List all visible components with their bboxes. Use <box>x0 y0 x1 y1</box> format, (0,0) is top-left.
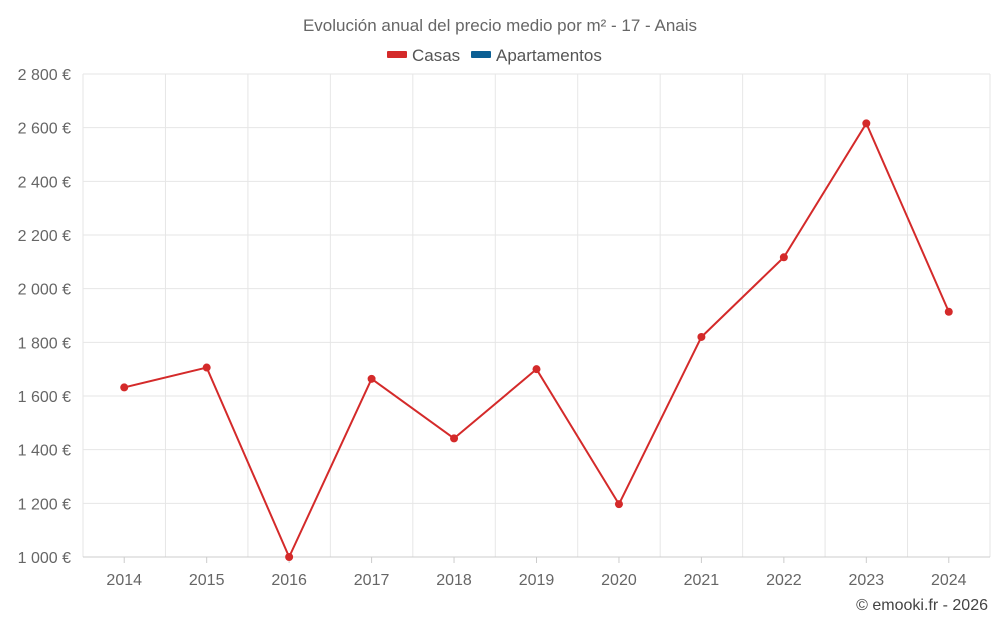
x-tick-label: 2017 <box>354 572 390 589</box>
data-point-casas-2017[interactable] <box>367 374 376 383</box>
x-tick-label: 2022 <box>766 572 802 589</box>
legend-swatch-casas <box>387 51 407 58</box>
data-point-casas-2024[interactable] <box>944 307 953 316</box>
y-tick-label: 1 400 € <box>18 443 71 460</box>
y-tick-label: 1 600 € <box>18 389 71 406</box>
series-casas <box>120 119 953 561</box>
x-tick-label: 2016 <box>271 572 307 589</box>
credit-text: © emooki.fr - 2026 <box>856 597 988 614</box>
data-point-casas-2023[interactable] <box>862 119 871 128</box>
grid <box>82 73 991 558</box>
y-tick-label: 2 800 € <box>18 67 71 84</box>
y-tick-label: 2 600 € <box>18 121 71 138</box>
chart-title: Evolución anual del precio medio por m² … <box>303 16 697 35</box>
x-axis: 2014 2015 2016 2017 2018 2019 2020 2021 2022 2023… <box>83 556 990 589</box>
legend-label-apartamentos: Apartamentos <box>496 46 602 65</box>
x-tick-label: 2024 <box>931 572 967 589</box>
data-point-casas-2019[interactable] <box>532 365 541 374</box>
data-point-casas-2015[interactable] <box>202 363 211 372</box>
x-tick-label: 2023 <box>849 572 885 589</box>
legend-item-casas[interactable]: Casas <box>387 46 460 65</box>
legend: Casas Apartamentos <box>387 46 602 65</box>
data-point-casas-2022[interactable] <box>779 253 788 262</box>
x-tick-label: 2019 <box>519 572 555 589</box>
data-point-casas-2014[interactable] <box>120 383 129 392</box>
legend-item-apartamentos[interactable]: Apartamentos <box>471 46 602 65</box>
legend-swatch-apartamentos <box>471 51 491 58</box>
y-tick-label: 2 400 € <box>18 174 71 191</box>
x-tick-label: 2015 <box>189 572 225 589</box>
x-tick-label: 2021 <box>684 572 720 589</box>
x-tick-label: 2014 <box>106 572 142 589</box>
data-point-casas-2018[interactable] <box>450 434 459 443</box>
x-tick-label: 2020 <box>601 572 637 589</box>
y-tick-label: 1 000 € <box>18 550 71 567</box>
data-point-casas-2020[interactable] <box>614 500 623 509</box>
y-tick-label: 1 200 € <box>18 496 71 513</box>
y-tick-label: 1 800 € <box>18 335 71 352</box>
y-axis: 1 000 € 1 200 € 1 400 € 1 600 € 1 800 € 2 000… <box>18 67 71 567</box>
y-tick-label: 2 200 € <box>18 228 71 245</box>
x-tick-label: 2018 <box>436 572 472 589</box>
data-point-casas-2016[interactable] <box>285 553 294 561</box>
y-tick-label: 2 000 € <box>18 282 71 299</box>
data-point-casas-2021[interactable] <box>697 332 706 341</box>
legend-label-casas: Casas <box>412 46 460 65</box>
